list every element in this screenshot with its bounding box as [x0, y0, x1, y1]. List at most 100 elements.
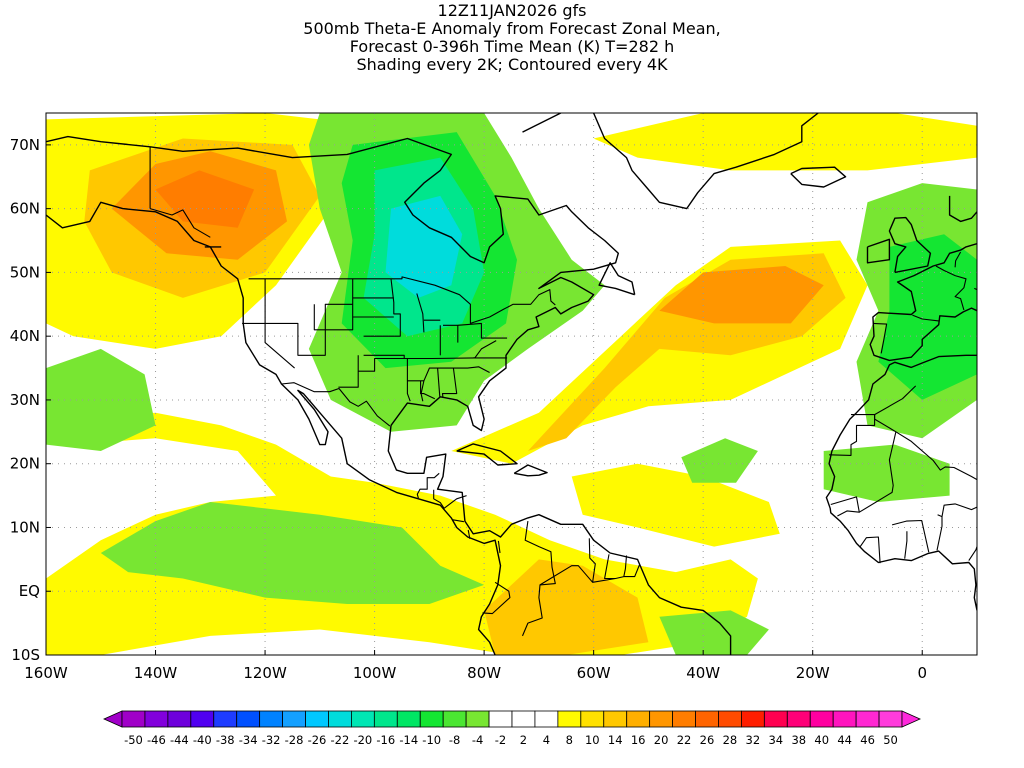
border-sahara-south	[874, 414, 977, 481]
colorbar-label: 10	[585, 733, 600, 747]
map-frame	[45, 112, 978, 656]
latitude-axis: 70N 60N 50N 40N 30N 20N 10N EQ 10S	[10, 136, 51, 664]
lon-tick-label: 120W	[243, 664, 287, 682]
border-alabama-georgia	[441, 368, 458, 399]
colorbar-swatch	[351, 710, 375, 728]
lon-tick-label: 80W	[467, 664, 501, 682]
border-guyana-suriname	[604, 554, 616, 580]
border-costa-rica-panama	[467, 529, 471, 540]
colorbar-swatch	[328, 710, 352, 728]
colorbar: -50 -46 -44 -40 -38 -34 -32 -28 -26 -22 -20 -16 -14-…	[103, 710, 921, 747]
border-liberia	[859, 536, 881, 564]
colorbar-label: 26	[700, 733, 715, 747]
colorbar-swatch	[167, 710, 192, 728]
map-plot-area	[46, 113, 977, 655]
lon-tick-label: 20W	[796, 664, 830, 682]
warm-anomaly-south-america	[484, 559, 649, 655]
colorbar-label: 2	[520, 733, 527, 747]
coastline-north-america	[46, 135, 619, 432]
colorbar-swatch	[649, 710, 673, 728]
colorbar-swatch	[511, 710, 536, 728]
lat-tick-label: EQ	[19, 582, 40, 600]
lat-lon-gridlines	[46, 113, 977, 655]
colorbar-swatch	[396, 710, 421, 728]
colorbar-swatch	[282, 710, 306, 728]
lat-tick-label: 50N	[10, 263, 40, 281]
border-french-guiana-brazil	[623, 564, 641, 578]
coastline-western-europe	[869, 243, 977, 362]
border-us-mexico	[281, 382, 391, 427]
colorbar-under-arrow	[103, 710, 123, 728]
lat-tick-label: 70N	[10, 136, 40, 154]
colorbar-swatch	[855, 710, 880, 728]
border-texas-oklahoma	[358, 357, 408, 381]
coastline-cuba	[456, 443, 518, 466]
colorbar-label: -2	[495, 733, 506, 747]
colorbar-swatch	[786, 710, 811, 728]
colorbar-label: 46	[860, 733, 875, 747]
colorbar-swatch	[465, 710, 490, 728]
lat-tick-label: 10S	[11, 646, 40, 664]
colorbar-label: -4	[472, 733, 483, 747]
warm-anomaly-central-atlantic	[571, 463, 780, 547]
warm-anomaly-greenland	[593, 113, 977, 171]
colorbar-label: 50	[883, 733, 898, 747]
border-iowa-wisconsin	[416, 293, 425, 333]
border-central-america	[433, 489, 467, 509]
colorbar-swatch	[488, 710, 513, 728]
colorbar-swatch	[741, 710, 765, 728]
title-run-time: 12Z11JAN2026 gfs	[437, 1, 587, 20]
border-new-mexico	[338, 355, 359, 388]
border-texas-louisiana	[406, 380, 424, 402]
colorbar-label: 4	[543, 733, 550, 747]
colorbar-swatch	[672, 710, 696, 728]
warm-anomaly-alaska-core	[155, 170, 255, 228]
colorbar-swatch	[809, 710, 834, 728]
colorbar-label: -50	[124, 733, 143, 747]
warm-anomaly-atlantic-core	[659, 266, 824, 324]
coastline-norway	[948, 195, 977, 223]
border-brazil-north	[539, 565, 624, 586]
colorbar-over-arrow	[901, 710, 921, 728]
border-us-canada	[248, 276, 556, 324]
coastline-iceland	[790, 166, 847, 188]
colorbar-label: 14	[608, 733, 623, 747]
coastline-ireland	[866, 238, 891, 264]
colorbar-label: -38	[216, 733, 235, 747]
border-us-states-west	[264, 278, 354, 356]
colorbar-label: -46	[147, 733, 166, 747]
border-spain-france	[912, 314, 939, 322]
border-france-east	[935, 265, 967, 311]
colorbar-swatch	[534, 710, 559, 728]
lon-tick-label: 40W	[686, 664, 720, 682]
coastline-africa	[825, 354, 977, 611]
colorbar-label: -32	[262, 733, 281, 747]
colorbar-label: -16	[376, 733, 395, 747]
colorbar-label: 16	[631, 733, 646, 747]
title-variable: 500mb Theta-E Anomaly from Forecast Zona…	[303, 19, 721, 38]
border-mexico-guatemala	[416, 472, 440, 499]
colorbar-swatch	[603, 710, 628, 728]
border-morocco-algeria	[851, 385, 917, 416]
colorbar-swatch	[144, 710, 169, 728]
colorbar-label: 22	[677, 733, 692, 747]
border-plains	[363, 278, 401, 337]
colorbar-swatch	[695, 710, 719, 728]
cold-anomaly-hudson	[385, 195, 463, 298]
colorbar-swatch	[626, 710, 651, 728]
cold-anomaly-mid-atlantic	[681, 438, 758, 483]
colorbar-label: -34	[239, 733, 258, 747]
colorbar-label: -26	[308, 733, 327, 747]
colorbar-label: 38	[791, 733, 806, 747]
border-benin-nigeria	[936, 514, 943, 551]
border-wyoming	[313, 303, 353, 331]
border-colombia-venezuela-brazil	[521, 521, 556, 637]
lat-tick-label: 10N	[10, 518, 40, 536]
colorbar-swatch	[878, 710, 903, 728]
colorbar-label: -22	[331, 733, 350, 747]
border-spain-portugal	[872, 322, 888, 354]
longitude-axis: 160W 140W 120W 100W 80W 60W 40W 20W 0	[24, 650, 927, 682]
lat-tick-label: 40N	[10, 327, 40, 345]
colorbar-swatch	[832, 710, 857, 728]
